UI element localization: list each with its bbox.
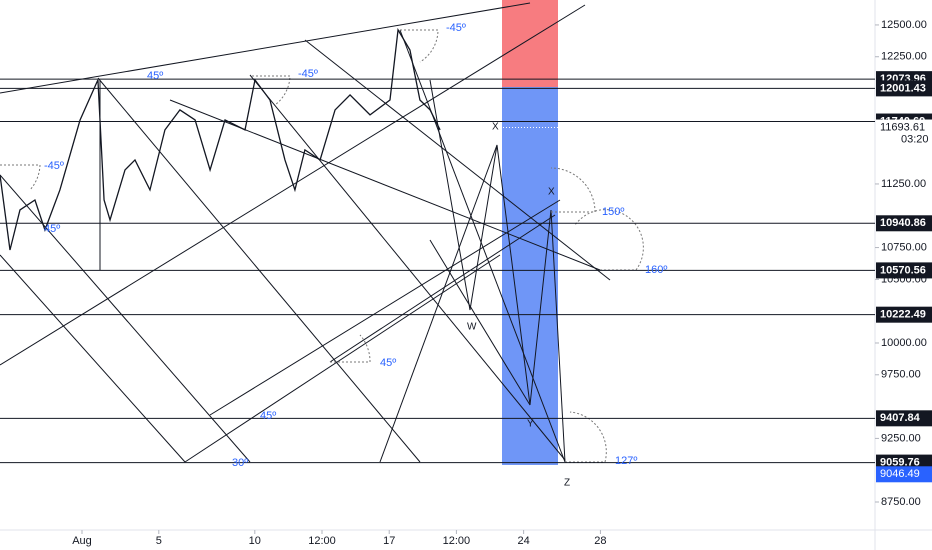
fan-line	[399, 29, 566, 463]
angle-label: 45º	[147, 70, 163, 82]
wave-label: X	[492, 122, 499, 133]
angle-label: 45º	[380, 357, 396, 369]
price-tag-label: 12001.43	[880, 82, 926, 94]
wave-label: Z	[564, 478, 570, 489]
angle-label: -45º	[44, 160, 64, 172]
price-tag-label: 10570.56	[880, 264, 926, 276]
angle-label: 45º	[260, 410, 276, 422]
y-tick-label: 9750.00	[881, 369, 921, 381]
y-tick-label: 10000.00	[881, 337, 927, 349]
angle-arc	[0, 164, 41, 191]
angle-arc	[252, 75, 291, 106]
fan-line	[249, 74, 566, 461]
x-tick-label: 10	[249, 535, 261, 547]
fan-line	[209, 199, 561, 416]
angle-arc	[330, 334, 371, 363]
angle-arc	[400, 29, 439, 63]
x-tick-label: 12:00	[308, 535, 336, 547]
countdown: 03:20	[901, 133, 929, 145]
price-tag-label: 10940.86	[880, 217, 926, 229]
x-tick-label: 24	[517, 535, 529, 547]
wave-path	[429, 79, 566, 463]
price-tag	[876, 262, 932, 279]
angle-label: -45º	[298, 68, 318, 80]
angle-label: 45º	[44, 223, 60, 235]
y-tick-label: 10750.00	[881, 241, 927, 253]
drawings	[0, 2, 644, 463]
wave-label: Y	[527, 419, 534, 430]
angle-label: 127º	[615, 455, 637, 467]
fan-line	[184, 254, 501, 463]
wave-label: W	[467, 322, 477, 333]
price-tag	[876, 80, 932, 97]
y-tick-label: 12500.00	[881, 19, 927, 31]
last-price-label: 11693.61	[880, 121, 925, 133]
angle-label: 30º	[232, 457, 248, 469]
y-tick-label: 12250.00	[881, 51, 927, 63]
trend-line	[0, 4, 586, 366]
y-tick-label: 8750.00	[881, 496, 921, 508]
angle-arc	[565, 411, 607, 463]
fan-line	[0, 254, 186, 463]
x-tick-label: 28	[594, 535, 606, 547]
price-tag	[876, 306, 932, 323]
loss-zone	[502, 0, 558, 87]
position-box	[502, 0, 558, 465]
blue-tag-label: 9046.49	[880, 468, 920, 480]
x-tick-label: 17	[383, 535, 395, 547]
price-tag	[876, 215, 932, 232]
y-tick-label: 11250.00	[881, 178, 926, 190]
x-tick-label: Aug	[72, 535, 92, 547]
x-tick-label: 12:00	[443, 535, 471, 547]
last-price-tag	[876, 119, 932, 146]
price-tag-label: 9059.76	[880, 457, 920, 469]
fan-line	[304, 39, 611, 281]
blue-tag	[876, 466, 932, 483]
price-line	[0, 27, 441, 251]
angle-label: -45º	[446, 22, 466, 34]
angle-arc	[574, 209, 644, 271]
angle-arc	[550, 167, 596, 213]
y-tick-label: 9250.00	[881, 432, 921, 444]
price-tag-label: 9407.84	[880, 412, 921, 424]
wave-label: X	[548, 187, 555, 198]
angle-label: 150º	[602, 206, 624, 218]
fan-line	[379, 144, 498, 463]
trend-line	[0, 2, 531, 94]
price-tag-label: 10222.49	[880, 309, 926, 321]
angle-label: 160º	[645, 264, 667, 276]
x-tick-label: 5	[156, 535, 162, 547]
profit-zone	[502, 87, 558, 465]
fan-line	[329, 214, 556, 363]
fan-line	[429, 239, 531, 406]
price-tag	[876, 410, 932, 427]
